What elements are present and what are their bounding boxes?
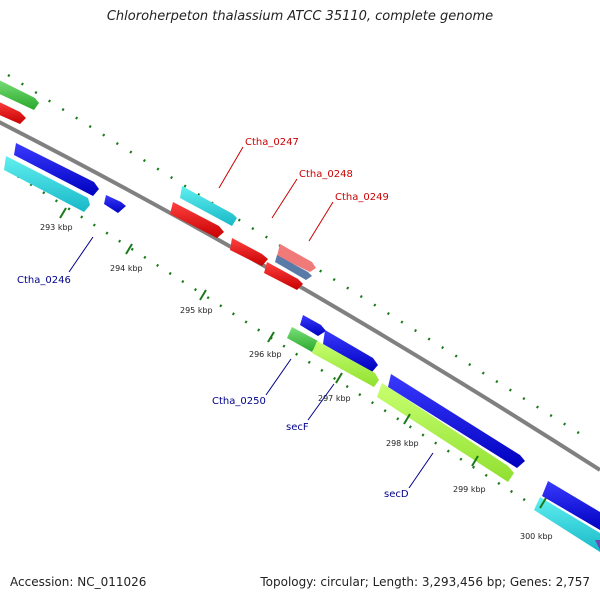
map-title: Chloroherpeton thalassium ATCC 35110, co…: [106, 9, 494, 24]
genome-summary-text: Topology: circular; Length: 3,293,456 bp…: [260, 575, 590, 589]
gene-arrow: [323, 330, 378, 372]
gene-label-ctha-0248: Ctha_0248: [299, 169, 353, 180]
gene-arrows: [0, 80, 600, 552]
leader-line: [307, 383, 335, 421]
gene-arrow: [180, 186, 237, 226]
tick-labels: 293 kbp 294 kbp 295 kbp 296 kbp 297 kbp …: [40, 207, 553, 541]
leader-line: [271, 178, 298, 219]
gene-arrow: [104, 195, 126, 213]
gene-arrow: [4, 156, 90, 212]
leader-line: [218, 146, 244, 189]
gene-arrow: [14, 143, 99, 196]
gene-arrow: [388, 374, 525, 468]
tick-label: 293 kbp: [40, 223, 73, 232]
tick-label: 296 kbp: [249, 350, 282, 359]
tick-label: 297 kbp: [318, 394, 351, 403]
gene-arrow: [287, 327, 318, 352]
gene-arrow: [542, 481, 600, 530]
gene-arrow: [264, 262, 303, 290]
gene-arrow: [275, 255, 312, 280]
tick-label: 294 kbp: [110, 264, 143, 273]
gene-label-ctha-0246: Ctha_0246: [17, 275, 71, 286]
gene-arrow: [377, 383, 514, 482]
leader-line: [308, 201, 334, 242]
gene-arrow: [170, 202, 224, 238]
tick-mark: [335, 372, 343, 384]
leader-line: [68, 236, 94, 273]
gene-label-secf: secF: [286, 422, 309, 433]
gene-arrow: [277, 244, 316, 272]
gene-arrow: [534, 497, 600, 552]
gene-labels: Ctha_0247 Ctha_0248 Ctha_0249 Ctha_0246 …: [17, 137, 434, 500]
tick-mark: [199, 289, 207, 301]
tick-mark: [403, 413, 411, 425]
tick-label: 300 kbp: [520, 532, 553, 541]
tick-track-inner: [4, 166, 600, 550]
tick-label: 295 kbp: [180, 306, 213, 315]
gene-arrow: [230, 238, 268, 266]
leader-line: [408, 452, 434, 489]
tick-mark: [267, 331, 275, 343]
gene-arrow: [300, 315, 326, 336]
tick-mark: [471, 455, 479, 467]
gene-label-ctha-0250: Ctha_0250: [212, 396, 266, 407]
gene-label-secd: secD: [384, 489, 409, 500]
tick-label: 298 kbp: [386, 439, 419, 448]
gene-arrow: [0, 102, 26, 124]
gene-arrow: [0, 80, 39, 110]
gene-label-ctha-0249: Ctha_0249: [335, 192, 389, 203]
tick-mark: [539, 497, 547, 509]
accession-text: Accession: NC_011026: [10, 575, 147, 589]
tick-mark: [125, 243, 133, 255]
tick-mark: [59, 207, 67, 219]
gene-arrow: [312, 341, 379, 387]
gene-label-ctha-0247: Ctha_0247: [245, 137, 299, 148]
gene-arrow: [595, 540, 600, 550]
tick-label: 299 kbp: [453, 485, 486, 494]
leader-line: [265, 358, 292, 396]
